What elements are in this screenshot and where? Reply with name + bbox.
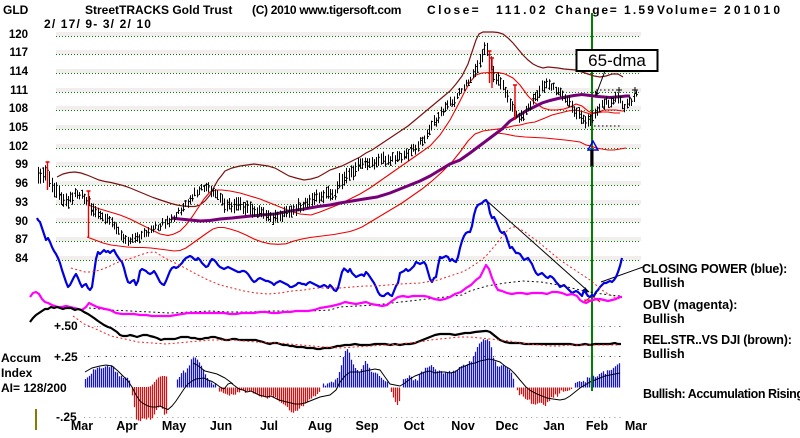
svg-text:65-dma: 65-dma [588, 51, 646, 70]
